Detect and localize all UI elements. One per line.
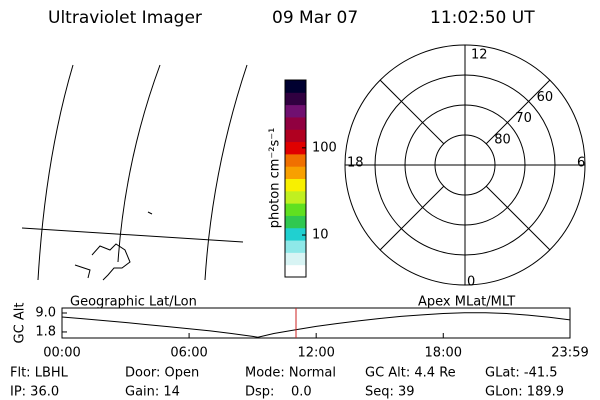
polar-diagonal [379, 79, 445, 145]
mlt-label: 6 [577, 156, 585, 171]
lat-label: 70 [515, 111, 532, 126]
y-tick-label: 1.8 [35, 324, 56, 339]
mlt-label: 12 [471, 48, 488, 63]
left-label: Geographic Lat/Lon [70, 295, 197, 310]
x-tick-label: 06:00 [170, 346, 207, 361]
colorbar-segment [285, 203, 306, 216]
colorbar-label: photon cm⁻²s⁻¹ [268, 128, 283, 229]
info-field: Seq: 39 [365, 385, 415, 400]
lat-label: 60 [537, 90, 554, 105]
colorbar-segment [285, 153, 306, 167]
y-label: GC Alt [13, 303, 28, 344]
y-tick-label: 9.0 [35, 306, 56, 321]
colorbar-tick-label: 10 [312, 228, 329, 243]
colorbar-segment [285, 129, 306, 143]
time: 11:02:50 UT [430, 8, 535, 28]
colorbar-segment [285, 227, 306, 241]
x-tick-label: 18:00 [425, 346, 462, 361]
lat-label: 80 [494, 132, 511, 147]
colorbar-segment [285, 116, 306, 130]
alt-plot: 1.8 9.0 00:00 06:00 12:00 18:00 23:59 [35, 306, 588, 361]
colorbar-tick-label: 100 [312, 140, 337, 155]
mlt-label: 0 [467, 275, 475, 290]
colorbar-segment [285, 190, 306, 204]
colorbar-segment [285, 92, 306, 106]
lat-circle [434, 134, 496, 196]
date: 09 Mar 07 [272, 8, 358, 28]
x-tick-label: 12:00 [297, 346, 334, 361]
info-field: Gain: 14 [125, 385, 180, 400]
colorbar-segment [285, 240, 306, 253]
mlt-label: 18 [347, 156, 364, 171]
colorbar-segment [285, 252, 306, 266]
colorbar-segment [285, 215, 306, 229]
colorbar-frame [284, 79, 307, 278]
x-tick-label: 00:00 [43, 346, 80, 361]
meridian [204, 64, 248, 281]
polar-diagonal [485, 79, 551, 145]
parallel [21, 227, 244, 243]
alt-line [61, 312, 571, 338]
colorbar-segment [285, 80, 306, 93]
info-field: GLon: 189.9 [485, 385, 564, 400]
meridian [37, 64, 74, 281]
info-field: Flt: LBHL [10, 366, 69, 381]
coastline [74, 211, 153, 281]
info-field: GC Alt: 4.4 Re [365, 366, 456, 381]
right-label: Apex MLat/MLT [418, 295, 515, 310]
polar-diagonal [485, 185, 551, 251]
colorbar-segment [285, 264, 306, 278]
instrument: Ultraviolet Imager [48, 8, 202, 28]
lat-circle [404, 104, 526, 226]
colorbar-segment [285, 104, 306, 118]
colorbar-segment [285, 166, 306, 179]
meridian [117, 64, 161, 263]
colorbar-segment [285, 178, 306, 192]
x-tick-label: 23:59 [551, 346, 588, 361]
info-field: IP: 36.0 [10, 385, 59, 400]
info-field: Dsp: 0.0 [245, 385, 312, 400]
info-panel: Flt: LBHL Door: Open Mode: Normal GC Alt: 4… [10, 366, 564, 400]
polar-diagonal [379, 185, 445, 251]
lat-circle [374, 74, 556, 256]
colorbar-segment [285, 141, 306, 155]
info-field: GLat: -41.5 [485, 366, 558, 381]
info-field: Mode: Normal [245, 366, 336, 381]
info-field: Door: Open [125, 366, 199, 381]
colorbar: 10 100 [284, 79, 337, 278]
geo-map [21, 64, 248, 281]
